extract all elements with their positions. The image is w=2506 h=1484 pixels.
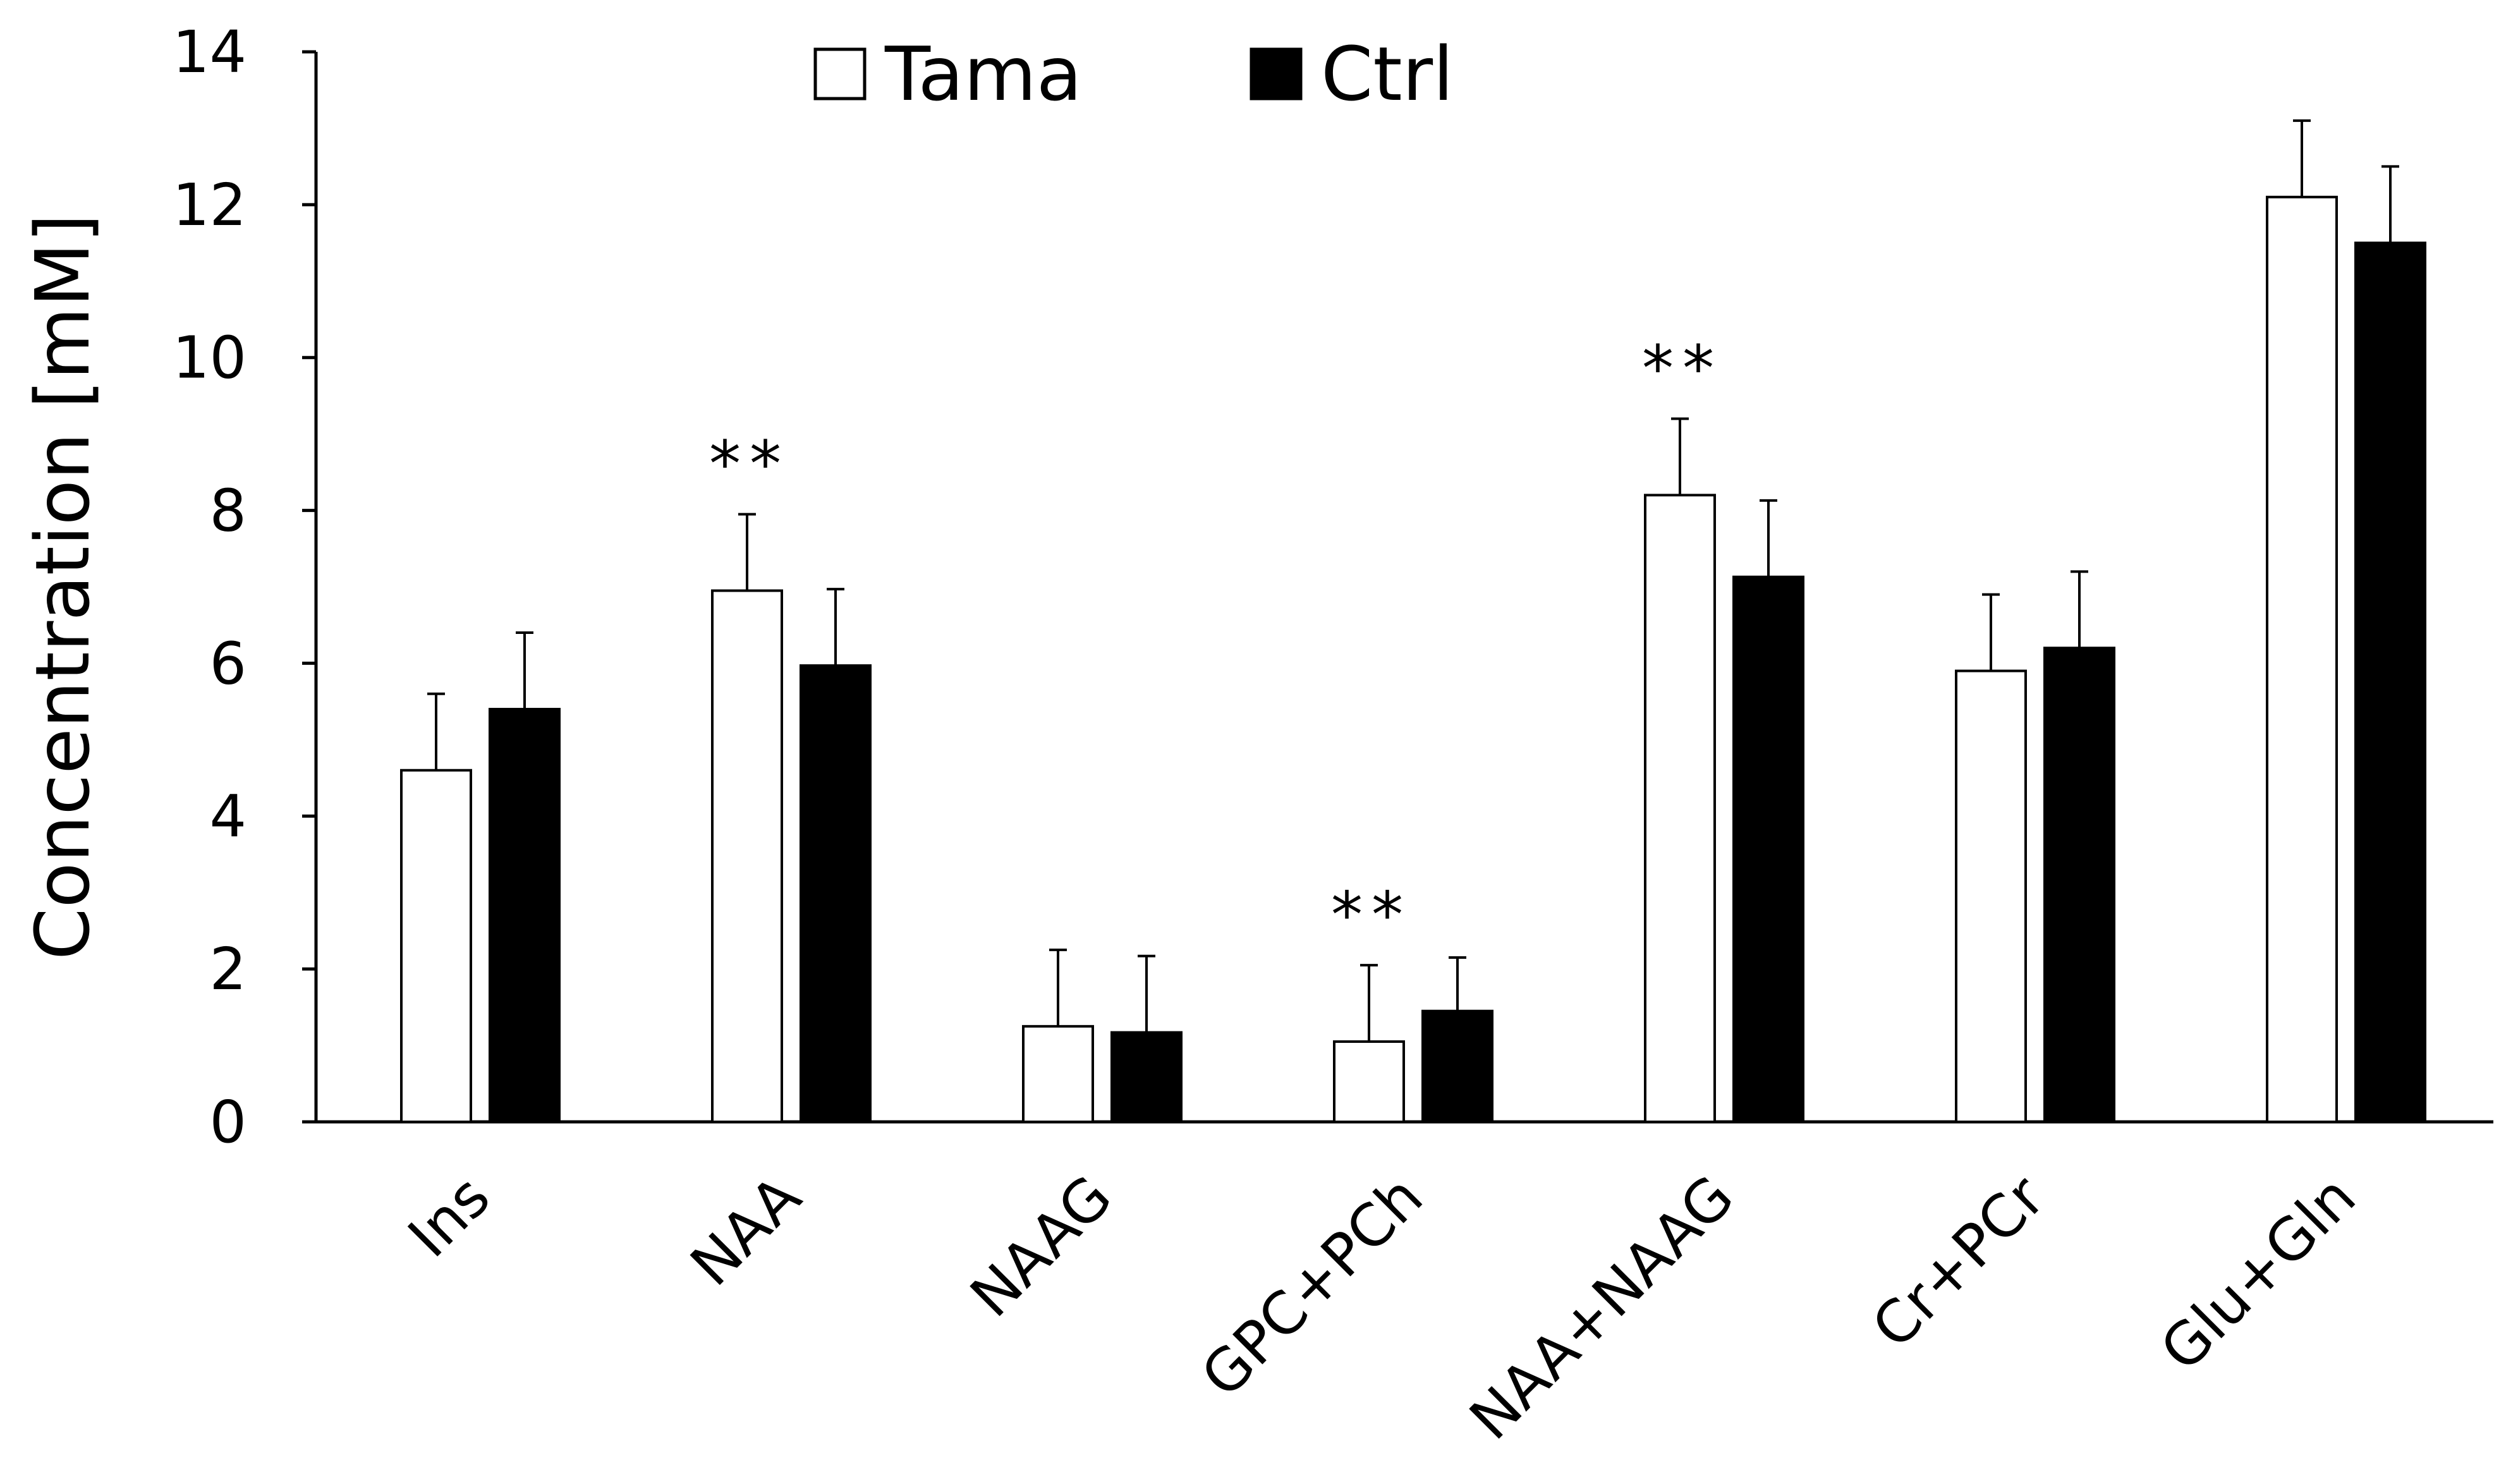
x-category-label: NAA+NAAG: [1457, 1163, 1746, 1452]
error-bars: [427, 119, 2399, 1042]
x-category-label: GPC+PCh: [1188, 1163, 1435, 1410]
error-bar: [1360, 964, 1378, 1042]
significance-marker: **: [1642, 331, 1723, 405]
y-tick-label: 12: [173, 171, 246, 239]
error-bar: [827, 588, 844, 666]
bar-ctrl: [2354, 241, 2426, 1124]
x-category-label: Glu+Gln: [2148, 1163, 2369, 1384]
bar-tama: [2266, 195, 2338, 1123]
bar-ctrl: [489, 707, 561, 1123]
error-bar: [1982, 593, 2000, 671]
bar-tama: [1644, 494, 1716, 1123]
bar-ctrl: [1421, 1009, 1493, 1123]
error-bar: [738, 513, 756, 591]
bars: [400, 195, 2426, 1124]
bar-tama: [400, 769, 472, 1123]
bar-tama: [1022, 1025, 1094, 1123]
error-bar: [1449, 956, 1466, 1011]
legend-label: Tama: [884, 30, 1082, 118]
significance-marker: **: [709, 427, 790, 501]
error-bar: [427, 692, 445, 770]
legend-swatch: [813, 47, 867, 100]
legend-item-ctrl: Ctrl: [1250, 30, 1454, 118]
y-tick-label: 2: [209, 935, 246, 1003]
bar-tama: [1333, 1040, 1405, 1124]
x-category-label: NAA: [678, 1163, 813, 1299]
bar-tama: [1955, 669, 2027, 1124]
y-axis: 0 2 4 6 8 10 12 14: [173, 18, 318, 1156]
x-axis: Ins NAA NAAG GPC+PCh NAA+NAAG Cr+PCr Glu+Gln: [316, 1120, 2493, 1452]
x-category-label: NAAG: [958, 1163, 1124, 1330]
legend-swatch: [1250, 47, 1303, 100]
error-bar: [1049, 948, 1067, 1026]
error-bar: [1138, 954, 1155, 1033]
legend-label: Ctrl: [1321, 30, 1454, 118]
significance-marker: **: [1331, 878, 1412, 952]
bar-ctrl: [800, 664, 872, 1123]
x-category-label: Ins: [396, 1163, 503, 1270]
legend-item-tama: Tama: [813, 30, 1082, 118]
error-bar: [1760, 499, 1777, 577]
legend: Tama Ctrl: [813, 30, 1454, 118]
y-tick-label: 0: [209, 1088, 246, 1156]
error-bar: [2293, 119, 2311, 197]
error-bar: [516, 631, 533, 709]
y-tick-label: 4: [209, 782, 246, 850]
bar-ctrl: [2043, 647, 2115, 1123]
significance-markers: ** ** **: [709, 331, 1723, 952]
y-tick-label: 8: [209, 477, 246, 545]
y-axis-title: Concentration [mM]: [19, 214, 106, 960]
y-tick-label: 10: [173, 324, 246, 392]
error-bar: [2071, 570, 2088, 648]
y-tick-label: 6: [209, 629, 246, 697]
error-bar: [2381, 165, 2399, 243]
bar-ctrl: [1110, 1031, 1183, 1123]
error-bar: [1671, 417, 1689, 496]
x-category-label: Cr+PCr: [1859, 1163, 2058, 1361]
bar-ctrl: [1732, 575, 1804, 1123]
y-tick-label: 14: [173, 18, 246, 86]
bar-tama: [711, 589, 783, 1123]
